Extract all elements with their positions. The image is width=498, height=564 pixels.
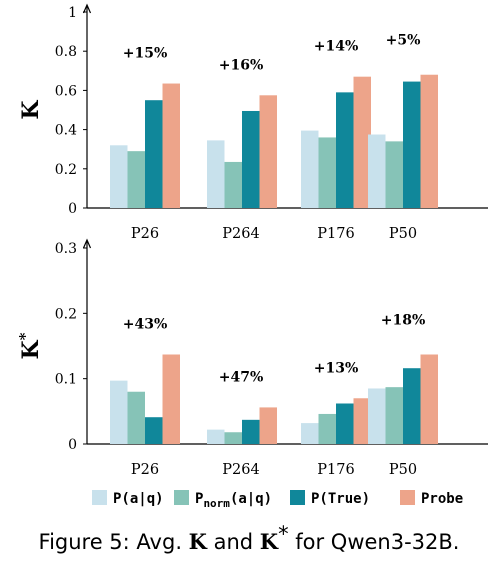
bar bbox=[385, 141, 403, 208]
improvement-annotation: +14% bbox=[314, 39, 359, 55]
category-label: P50 bbox=[389, 226, 417, 242]
y-tick-label: 0.6 bbox=[55, 83, 77, 99]
y-tick-label: 0.2 bbox=[55, 162, 77, 178]
category-label: P176 bbox=[317, 226, 354, 242]
category-label: P50 bbox=[389, 462, 417, 478]
y-tick-label: 0.1 bbox=[55, 372, 77, 388]
chart-k-star: 0 0.1 0.2 0.3 K* P26 +43% P264 +47% P176 +13% P50 +1… bbox=[16, 238, 488, 478]
y-tick-label: 0 bbox=[68, 437, 77, 453]
category-label: P26 bbox=[131, 226, 159, 242]
y-axis-arrow bbox=[82, 3, 92, 14]
legend-swatch bbox=[290, 490, 305, 505]
bar bbox=[353, 76, 371, 209]
bar bbox=[403, 368, 421, 444]
bar bbox=[368, 134, 386, 208]
improvement-annotation: +18% bbox=[381, 312, 426, 328]
y-axis-label: K* bbox=[16, 332, 44, 359]
category-label: P264 bbox=[222, 226, 259, 242]
improvement-annotation: +43% bbox=[123, 316, 168, 332]
bar bbox=[145, 100, 163, 208]
legend-swatch bbox=[92, 490, 107, 505]
bar bbox=[224, 432, 242, 444]
chart-k: 0 0.2 0.4 0.6 0.8 1 K P26 +15% P264 +16% P176 +14% P5… bbox=[18, 3, 488, 242]
bar bbox=[420, 74, 438, 208]
legend-swatch bbox=[400, 490, 415, 505]
legend-swatch bbox=[174, 490, 189, 505]
bar bbox=[110, 380, 128, 444]
bar bbox=[207, 429, 225, 444]
bar bbox=[336, 92, 354, 208]
legend-label: P(True) bbox=[311, 491, 370, 507]
improvement-annotation: +13% bbox=[314, 360, 359, 376]
bar bbox=[385, 387, 403, 444]
bar bbox=[368, 388, 386, 444]
bar bbox=[259, 95, 277, 208]
category-label: P26 bbox=[131, 462, 159, 478]
legend-label: Probe bbox=[421, 491, 463, 507]
bar bbox=[127, 151, 145, 208]
bar bbox=[301, 130, 319, 208]
y-tick-label: 0.8 bbox=[55, 44, 77, 60]
bar bbox=[318, 137, 336, 208]
bar bbox=[242, 419, 260, 444]
improvement-annotation: +5% bbox=[386, 33, 421, 49]
bar bbox=[336, 403, 354, 444]
bar bbox=[259, 407, 277, 444]
bar bbox=[162, 354, 180, 444]
bar bbox=[420, 354, 438, 444]
bar bbox=[301, 423, 319, 444]
y-tick-label: 0.2 bbox=[55, 306, 77, 322]
y-tick-label: 1 bbox=[68, 5, 77, 21]
bar bbox=[207, 140, 225, 208]
bar bbox=[162, 83, 180, 208]
y-tick-label: 0.3 bbox=[55, 241, 77, 257]
bar bbox=[403, 81, 421, 208]
figure-caption: Figure 5: Avg. K and K* for Qwen3-32B. bbox=[39, 522, 460, 554]
category-label: P264 bbox=[222, 462, 259, 478]
bar bbox=[242, 110, 260, 208]
bar bbox=[318, 413, 336, 444]
legend-label: P(a|q) bbox=[113, 491, 164, 507]
y-axis-arrow bbox=[82, 238, 92, 249]
bar bbox=[145, 417, 163, 444]
legend: P(a|q) Pnorm(a|q) P(True) Probe bbox=[92, 490, 463, 510]
y-tick-label: 0.4 bbox=[55, 123, 77, 139]
bar bbox=[224, 161, 242, 208]
improvement-annotation: +15% bbox=[123, 46, 168, 62]
category-label: P176 bbox=[317, 462, 354, 478]
legend-label: Pnorm(a|q) bbox=[195, 491, 272, 510]
improvement-annotation: +16% bbox=[219, 57, 264, 73]
bar bbox=[127, 391, 145, 444]
bar bbox=[110, 145, 128, 208]
improvement-annotation: +47% bbox=[219, 369, 264, 385]
y-axis-label: K bbox=[18, 100, 44, 120]
y-tick-label: 0 bbox=[68, 201, 77, 217]
bar bbox=[353, 398, 371, 444]
